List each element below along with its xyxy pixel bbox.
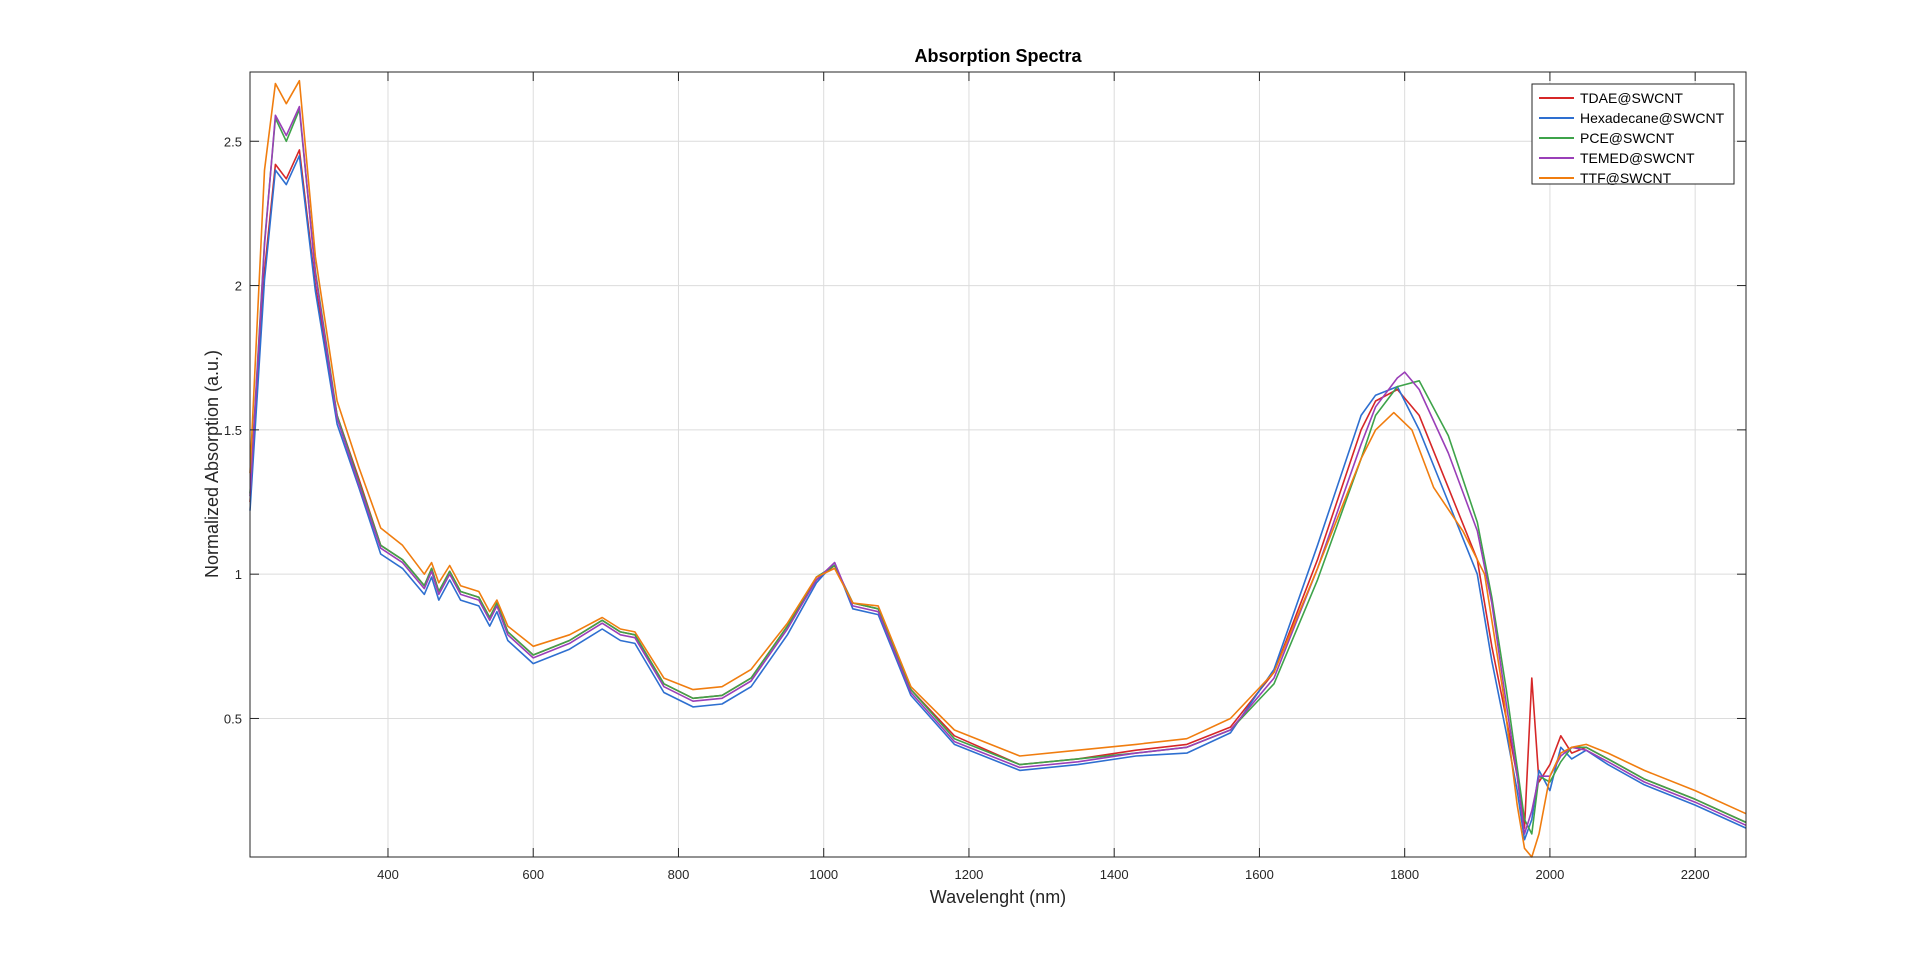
legend[interactable]: TDAE@SWCNT Hexadecane@SWCNT PCE@SWCNT TEMED…	[1531, 83, 1735, 186]
legend-label: PCE@SWCNT	[1580, 130, 1675, 146]
y-tick-label: 1.5	[224, 423, 242, 438]
x-tick-label: 1200	[954, 867, 983, 882]
x-tick-label: 1000	[809, 867, 838, 882]
x-tick-label: 800	[668, 867, 690, 882]
legend-label: Hexadecane@SWCNT	[1580, 110, 1725, 126]
y-tick-label: 2.5	[224, 134, 242, 149]
y-tick-labels: 0.5 1 1.5 2 2.5	[224, 134, 242, 726]
legend-label: TDAE@SWCNT	[1580, 90, 1683, 106]
x-tick-label: 1400	[1100, 867, 1129, 882]
series-line-temed-swcnt	[249, 105, 1747, 835]
y-tick-label: 1	[235, 567, 242, 582]
legend-item-ttf-swcnt[interactable]: TTF@SWCNT	[1539, 170, 1672, 186]
legend-label: TEMED@SWCNT	[1580, 150, 1695, 166]
axes-box	[249, 71, 1747, 858]
x-tick-label: 600	[522, 867, 544, 882]
x-tick-labels: 400 600 800 1000 1200 1400 1600 1800 2000 2200	[377, 867, 1709, 882]
legend-item-hexadecane-swcnt[interactable]: Hexadecane@SWCNT	[1539, 110, 1725, 126]
x-tick-label: 2200	[1681, 867, 1710, 882]
series-lines	[249, 79, 1747, 858]
chart-title: Absorption Spectra	[914, 46, 1082, 66]
legend-box	[1531, 83, 1735, 185]
x-tick-label: 400	[377, 867, 399, 882]
x-axis-label: Wavelenght (nm)	[930, 887, 1066, 907]
x-tick-label: 1600	[1245, 867, 1274, 882]
x-tick-label: 1800	[1390, 867, 1419, 882]
axis-ticks	[250, 72, 1746, 857]
y-tick-label: 0.5	[224, 711, 242, 726]
series-line-ttf-swcnt	[249, 79, 1747, 858]
legend-label: TTF@SWCNT	[1580, 170, 1672, 186]
grid	[250, 72, 1746, 857]
legend-item-temed-swcnt[interactable]: TEMED@SWCNT	[1539, 150, 1695, 166]
x-tick-label: 2000	[1535, 867, 1564, 882]
legend-item-pce-swcnt[interactable]: PCE@SWCNT	[1539, 130, 1675, 146]
legend-item-tdae-swcnt[interactable]: TDAE@SWCNT	[1539, 90, 1683, 106]
plot-area	[250, 72, 1746, 857]
y-tick-label: 2	[235, 279, 242, 294]
y-axis-label: Normalized Absorption (a.u.)	[202, 350, 222, 578]
